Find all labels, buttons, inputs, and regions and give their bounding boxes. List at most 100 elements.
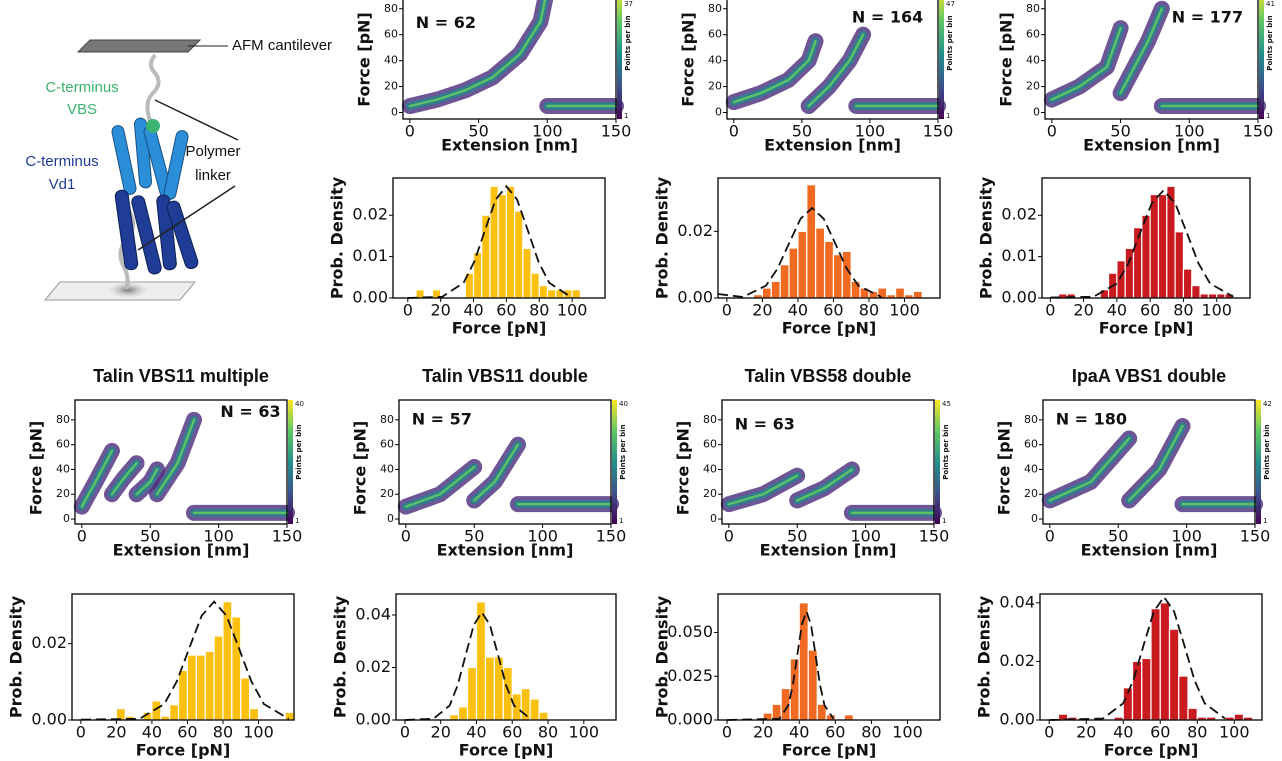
y-tick-label: 60 <box>703 438 717 451</box>
axes-frame <box>721 399 935 525</box>
density-ridge <box>1048 437 1131 502</box>
y-tick-label: 40 <box>1026 54 1040 67</box>
bar <box>1233 713 1245 721</box>
x-tick-label: 20 <box>1073 301 1093 320</box>
bar <box>529 698 540 721</box>
y-tick-label: 80 <box>708 2 722 15</box>
colorbar-label: Points per bin <box>942 424 950 479</box>
density-ridge <box>1050 26 1122 101</box>
density-ridge <box>727 474 799 506</box>
y-axis-label: Force [pN] <box>995 421 1014 516</box>
bar <box>195 654 206 721</box>
y-tick-label: 80 <box>703 413 717 426</box>
y-tick-label: 40 <box>1024 462 1038 475</box>
diagram-label: linker <box>195 167 231 184</box>
bar <box>1141 657 1152 721</box>
bar <box>823 240 835 299</box>
x-axis-label: Force [pN] <box>782 741 877 760</box>
density-ridge <box>404 465 476 508</box>
density-ridge <box>80 449 114 508</box>
diagram-label: C-terminus <box>25 153 98 170</box>
colorbar-label: Points per bin <box>1263 424 1271 479</box>
y-tick-label: 60 <box>708 28 722 41</box>
diagram-label: AFM cantilever <box>232 37 332 54</box>
x-tick-label: 50 <box>787 527 807 546</box>
bar <box>249 707 260 721</box>
density-ridge <box>1119 7 1164 95</box>
annotation: N = 57 <box>412 409 472 428</box>
bar <box>779 264 790 299</box>
x-tick-label: 40 <box>463 301 483 320</box>
bar <box>1182 268 1193 299</box>
fit-curve <box>727 608 835 721</box>
fit-curve <box>1050 189 1234 299</box>
x-tick-label: 150 <box>923 122 954 141</box>
bar <box>222 601 233 721</box>
x-tick-label: 0 <box>724 527 734 546</box>
colorbar-tick-label: 1 <box>1263 517 1267 525</box>
y-tick-label: 0.00 <box>352 288 388 307</box>
colorbar <box>935 400 940 524</box>
axes-frame <box>74 399 288 525</box>
density-ridge <box>110 461 138 496</box>
bar <box>213 635 224 721</box>
colorbar-tick-label: 1 <box>295 517 299 525</box>
x-tick-label: 0 <box>77 527 87 546</box>
y-tick-label: 60 <box>380 438 394 451</box>
panel: 0 20 40 60 80 100 0.00 0.02 Force [pN] Prob. Dens… <box>653 176 941 338</box>
bar <box>284 711 295 721</box>
panel: 0 20 40 60 80 100 0.00 0.01 0.02 Force [pN] Prob. … <box>977 176 1251 338</box>
x-tick-label: 40 <box>1113 723 1133 742</box>
x-axis-label: Extension [nm] <box>437 541 574 560</box>
axes-frame <box>392 177 606 299</box>
x-tick-label: 20 <box>430 301 450 320</box>
y-tick-label: 80 <box>380 413 394 426</box>
colorbar-label: Points per bin <box>946 15 954 70</box>
bar <box>806 184 817 299</box>
bar <box>571 289 581 299</box>
y-tick-label: 0.00 <box>999 710 1035 729</box>
panel: 0 20 40 60 80 100 0.00 0.01 0.02 Force [pN] Prob. … <box>328 176 606 338</box>
x-tick-label: 50 <box>468 122 488 141</box>
x-tick-label: 60 <box>177 723 197 742</box>
x-tick-label: 100 <box>889 301 920 320</box>
x-axis-label: Extension [nm] <box>764 136 901 155</box>
vbs-site <box>146 119 160 133</box>
annotation: N = 62 <box>416 13 476 32</box>
y-tick-label: 0.00 <box>677 288 713 307</box>
x-tick-label: 0 <box>722 723 732 742</box>
x-tick-label: 100 <box>532 122 563 141</box>
surface-shadow <box>103 280 153 300</box>
bar <box>1166 185 1176 299</box>
x-tick-label: 80 <box>529 301 549 320</box>
bar <box>472 251 483 299</box>
colorbar <box>612 400 617 524</box>
diagram-label: Vd1 <box>49 176 76 193</box>
bar <box>502 666 513 721</box>
panel: 0 50 100 150 0 20 40 60 80 Extension [nm] Force [p… <box>679 0 955 155</box>
bar <box>797 230 808 299</box>
y-tick-label: 0.050 <box>667 622 713 641</box>
helix <box>166 200 199 270</box>
y-tick-label: 0.01 <box>352 246 388 265</box>
bar <box>538 284 549 299</box>
fit-curve <box>80 600 290 721</box>
x-tick-label: 150 <box>1240 527 1271 546</box>
y-axis-label: Prob. Density <box>977 176 996 299</box>
axes-frame <box>1039 593 1263 721</box>
y-tick-label: 0.00 <box>355 710 391 729</box>
y-tick-label: 0 <box>1031 512 1038 525</box>
x-tick-label: 100 <box>892 723 923 742</box>
fit-curve <box>407 184 571 299</box>
axes-frame <box>395 593 617 721</box>
x-tick-label: 80 <box>538 723 558 742</box>
x-tick-label: 80 <box>861 723 881 742</box>
y-tick-label: 60 <box>1024 438 1038 451</box>
y-tick-label: 40 <box>703 462 717 475</box>
y-axis-label: Prob. Density <box>328 176 347 299</box>
colorbar <box>617 0 622 119</box>
density-ridge <box>408 0 547 108</box>
x-axis-label: Force [pN] <box>459 741 554 760</box>
bar <box>1159 602 1171 721</box>
